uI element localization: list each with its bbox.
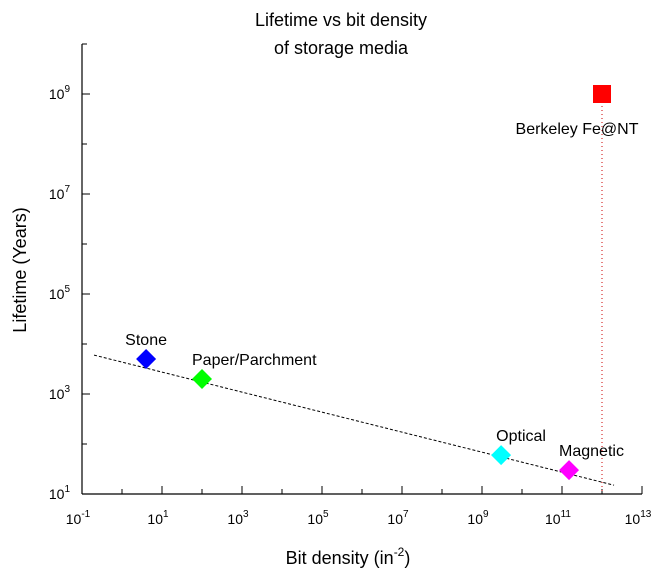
trend-line [93,354,615,486]
x-axis-label-main: Bit density (in [286,548,394,568]
point-label-optical: Optical [496,428,546,445]
x-tick-label: 101 [147,509,169,527]
x-tick-label: 1013 [625,509,652,527]
point-label-stone: Stone [125,332,167,349]
y-tick-label: 109 [49,84,71,102]
x-axis-label: Bit density (in-2) [286,545,411,568]
point-labels: Stone Paper/Parchment Optical Magnetic Berke… [125,121,639,460]
chart-title-line-1: Lifetime vs bit density [255,10,427,30]
point-optical [491,445,512,466]
point-magnetic [559,460,580,481]
point-label-magnetic: Magnetic [559,443,624,460]
x-tick-label: 107 [387,509,409,527]
y-tick-label: 105 [49,284,71,302]
y-tick-label: 107 [49,184,71,202]
point-paper-parchment [192,368,212,389]
point-label-berkeley-fe-nt: Berkeley Fe@NT [516,121,639,138]
chart-lines [93,102,615,494]
y-tick-label: 103 [49,384,71,402]
y-axis-label: Lifetime (Years) [10,207,30,332]
x-axis-label-suffix: ) [404,548,410,568]
point-stone [136,349,157,370]
x-tick-label: 105 [307,509,329,527]
data-points [136,85,611,481]
axes: 10-1 101 103 105 107 109 1011 1013 101 103 105 107 1… [49,43,652,527]
chart-title-line-2: of storage media [274,38,409,58]
x-tick-label: 1011 [545,509,571,527]
x-tick-label: 109 [467,509,489,527]
y-tick-label: 101 [49,484,71,502]
x-axis-label-exponent: -2 [394,545,405,559]
x-tick-label: 103 [227,509,249,527]
point-label-paper-parchment: Paper/Parchment [192,352,317,369]
point-berkeley-fe-nt [593,85,611,103]
x-tick-label: 10-1 [66,509,91,527]
chart-title: Lifetime vs bit density of storage media [255,10,427,58]
